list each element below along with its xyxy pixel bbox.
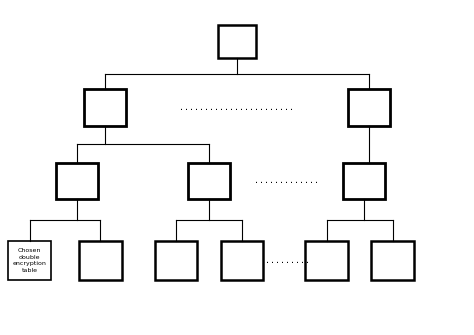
FancyBboxPatch shape	[371, 241, 414, 280]
FancyBboxPatch shape	[188, 162, 230, 199]
FancyBboxPatch shape	[155, 241, 197, 280]
FancyBboxPatch shape	[9, 241, 51, 280]
FancyBboxPatch shape	[348, 89, 390, 126]
Text: .............: .............	[254, 176, 319, 185]
Text: .......................: .......................	[180, 103, 294, 112]
Text: .........: .........	[265, 256, 310, 265]
FancyBboxPatch shape	[84, 89, 126, 126]
FancyBboxPatch shape	[218, 25, 256, 58]
FancyBboxPatch shape	[305, 241, 348, 280]
Text: Chosen
double
encryption
table: Chosen double encryption table	[13, 248, 46, 273]
FancyBboxPatch shape	[79, 241, 121, 280]
FancyBboxPatch shape	[55, 162, 98, 199]
FancyBboxPatch shape	[220, 241, 263, 280]
FancyBboxPatch shape	[343, 162, 385, 199]
